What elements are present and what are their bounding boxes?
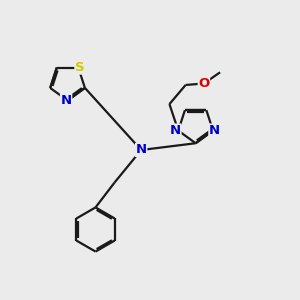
Text: O: O xyxy=(198,77,209,90)
Text: N: N xyxy=(209,124,220,137)
Text: S: S xyxy=(75,61,85,74)
Text: N: N xyxy=(170,124,181,137)
Text: N: N xyxy=(61,94,72,107)
Text: N: N xyxy=(136,143,147,157)
